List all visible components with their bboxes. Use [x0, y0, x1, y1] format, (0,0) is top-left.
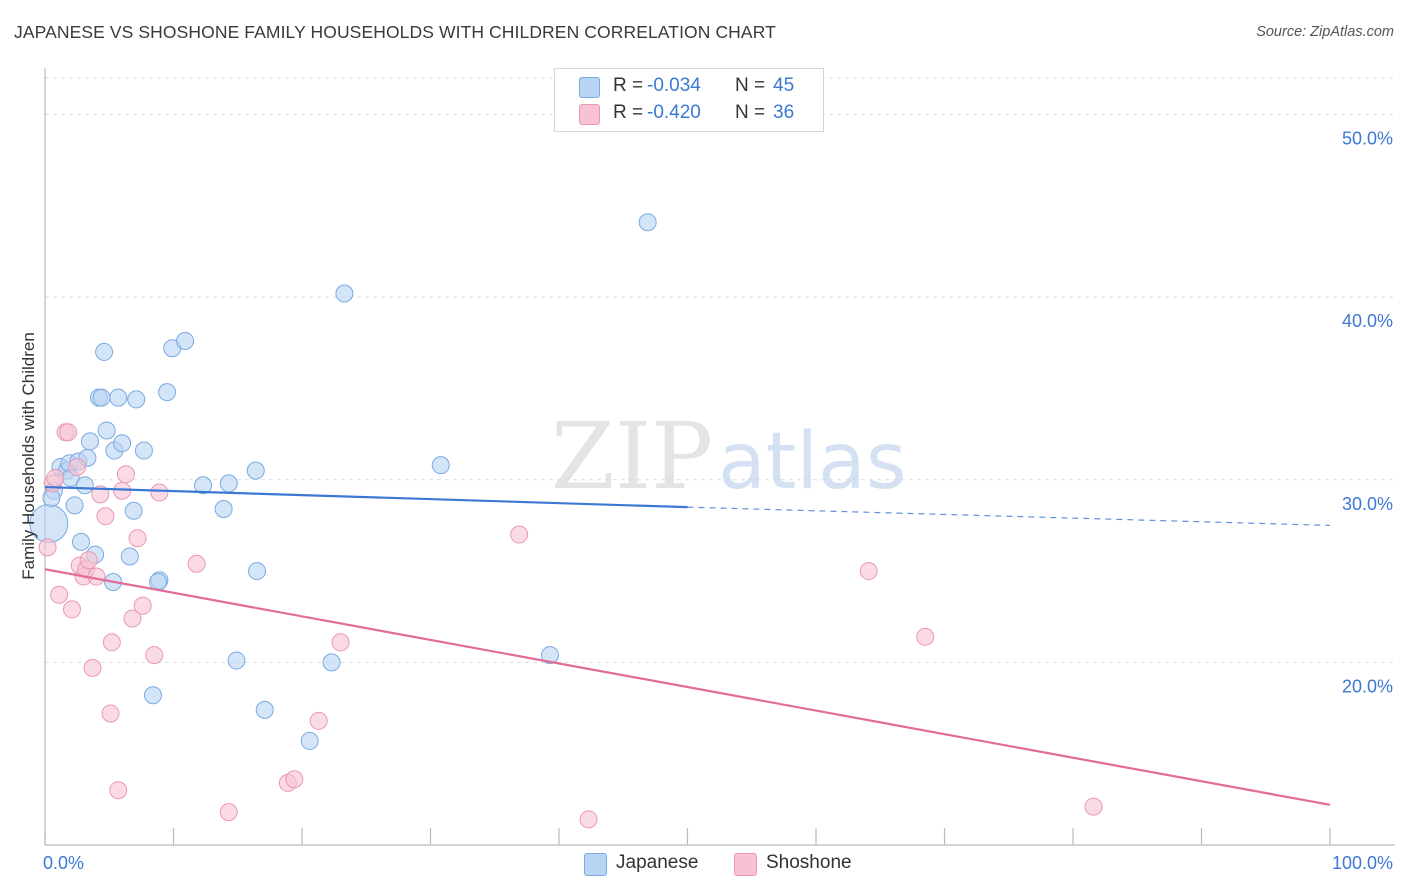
japanese-point [227, 651, 246, 670]
japanese-point [120, 547, 139, 566]
shoshone-point [145, 646, 164, 665]
japanese-legend-label: Japanese [616, 852, 699, 873]
japanese-point [335, 284, 354, 303]
r-value: -0.034 [647, 75, 701, 96]
japanese-point [80, 432, 99, 451]
japanese-point [65, 496, 84, 515]
japanese-trend-extension [687, 506, 1331, 527]
tick-labels: 20.0% 30.0% 40.0% 50.0% 0.0% 100.0% [43, 129, 1393, 873]
shoshone-point [62, 600, 81, 619]
japanese-trend-line [44, 485, 688, 509]
r-label: R = [613, 75, 644, 96]
shoshone-point [150, 483, 169, 502]
shoshone-point [38, 538, 57, 557]
japanese-point [134, 441, 153, 460]
r-value: -0.420 [647, 102, 701, 123]
n-value: 36 [773, 102, 795, 123]
n-value: 45 [773, 75, 795, 96]
japanese-point [95, 342, 114, 361]
japanese-point [109, 388, 128, 407]
shoshone-trend-line [44, 568, 1331, 806]
japanese-point [248, 562, 267, 581]
shoshone-legend-swatch [734, 853, 757, 876]
stats-legend: R = -0.034 N = 45 R = -0.420 N = 36 [554, 68, 824, 132]
japanese-point [431, 456, 450, 475]
x-tick-label: 0.0% [43, 853, 84, 873]
axes [44, 68, 1395, 846]
shoshone-point [285, 770, 304, 789]
shoshone-point [101, 704, 120, 723]
y-tick-label: 40.0% [1342, 311, 1393, 331]
y-tick-label: 20.0% [1342, 676, 1393, 696]
shoshone-point [91, 485, 110, 504]
japanese-point [246, 461, 265, 480]
japanese-point [75, 476, 94, 495]
shoshone-point [68, 457, 87, 476]
shoshone-point [309, 711, 328, 730]
japanese-point [194, 476, 213, 495]
data-points [29, 213, 1103, 829]
japanese-point [176, 331, 195, 350]
japanese-point [127, 390, 146, 409]
shoshone-swatch [579, 104, 600, 125]
japanese-point [638, 213, 657, 232]
shoshone-point [79, 551, 98, 570]
shoshone-point [102, 633, 121, 652]
source-credit: Source: ZipAtlas.com [1256, 24, 1394, 40]
shoshone-point [133, 596, 152, 615]
japanese-point [255, 700, 274, 719]
shoshone-point [510, 525, 529, 544]
shoshone-point [83, 658, 102, 677]
shoshone-point [109, 781, 128, 800]
shoshone-point [1084, 797, 1103, 816]
shoshone-point [128, 529, 147, 548]
japanese-point [219, 474, 238, 493]
y-axis-label: Family Households with Children [19, 332, 38, 580]
trend-lines [44, 485, 1331, 806]
r-label: R = [613, 102, 644, 123]
chart-title: JAPANESE VS SHOSHONE FAMILY HOUSEHOLDS W… [14, 22, 776, 42]
shoshone-point [579, 810, 598, 829]
japanese-point [143, 686, 162, 705]
japanese-point [214, 499, 233, 518]
japanese-point [300, 731, 319, 750]
shoshone-point [331, 633, 350, 652]
y-tick-label: 50.0% [1342, 129, 1393, 149]
japanese-point [541, 646, 560, 665]
shoshone-point [123, 609, 142, 628]
japanese-legend-swatch [584, 853, 607, 876]
n-label: N = [735, 102, 766, 123]
n-label: N = [735, 75, 766, 96]
gridlines [45, 77, 1395, 663]
japanese-point [158, 383, 177, 402]
shoshone-point [916, 627, 935, 646]
shoshone-point [116, 465, 135, 484]
shoshone-point [187, 554, 206, 573]
japanese-point [322, 653, 341, 672]
japanese-swatch [579, 77, 600, 98]
watermark-atlas: atlas [718, 417, 907, 507]
watermark-zip: ZIP [551, 403, 713, 510]
y-tick-label: 30.0% [1342, 494, 1393, 514]
shoshone-point [46, 468, 65, 487]
japanese-point [113, 434, 132, 453]
x-tick-label: 100.0% [1332, 853, 1393, 873]
shoshone-point [96, 507, 115, 526]
shoshone-point [859, 562, 878, 581]
shoshone-legend-label: Shoshone [766, 852, 852, 873]
japanese-point [124, 501, 143, 520]
shoshone-point [219, 803, 238, 822]
japanese-point [92, 388, 111, 407]
japanese-point [97, 421, 116, 440]
japanese-point [71, 532, 90, 551]
shoshone-point [59, 423, 78, 442]
shoshone-point [50, 585, 69, 604]
